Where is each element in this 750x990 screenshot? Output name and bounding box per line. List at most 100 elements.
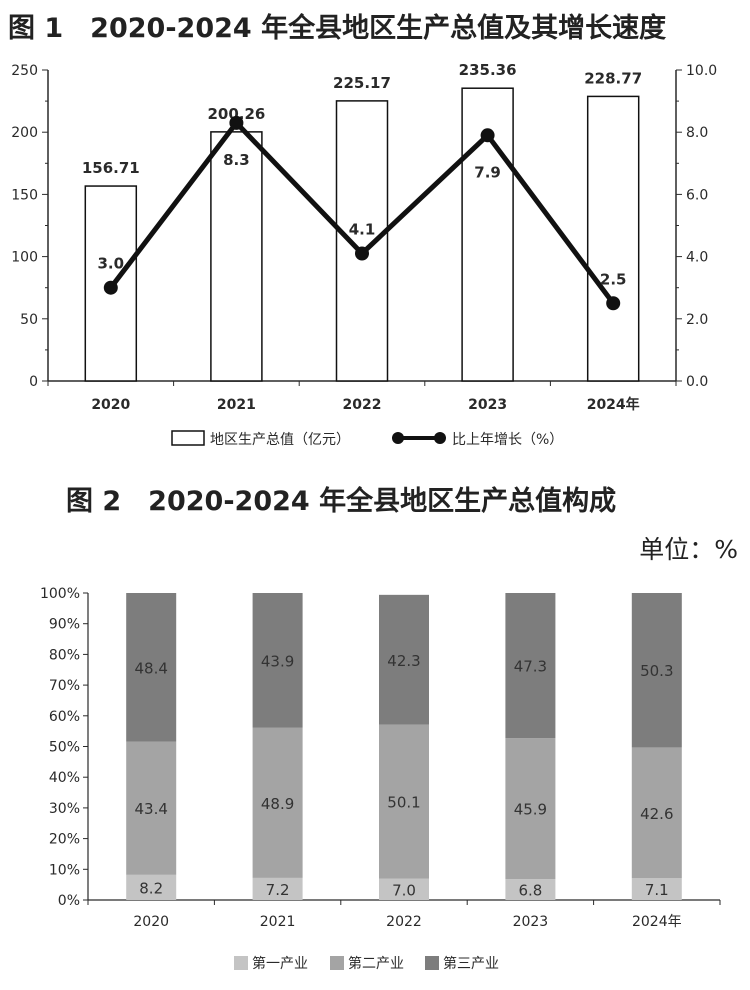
gdp-bar [586,95,640,382]
growth-point [355,246,369,261]
growth-label: 4.1 [349,220,376,238]
gdp-bar-label: 225.17 [333,74,391,92]
tertiary-industry-segment [505,593,556,739]
legend-bar-label: 地区生产总值（亿元） [210,432,350,448]
legend-tertiary-label: 第三产业 [443,955,499,972]
right-tick-label: 4.0 [686,250,708,266]
y-tick-label: 100% [40,586,80,602]
legend-secondary-label: 第二产业 [348,955,404,972]
legend-line-label: 比上年增长（%） [452,432,563,448]
tertiary-industry-segment [631,593,682,748]
legend-bar-swatch [171,430,205,446]
primary-industry-segment [631,878,682,900]
growth-label: 2.5 [600,270,627,288]
secondary-industry-segment [505,738,556,880]
growth-point [229,115,244,130]
growth-label: 7.9 [474,163,501,181]
x-tick-label: 2021 [260,914,296,930]
primary-industry-label: 7.1 [645,881,669,899]
secondary-industry-label: 43.4 [134,800,167,818]
left-tick-label: 0 [29,374,38,390]
legend-primary-label: 第一产业 [252,955,308,972]
x-tick-label: 2022 [386,914,422,930]
secondary-industry-label: 48.9 [261,795,294,813]
primary-industry-label: 6.8 [518,882,542,900]
figure1-legend: 地区生产总值（亿元） 比上年增长（%） [171,430,563,448]
growth-label: 8.3 [223,151,250,169]
x-tick-label: 2020 [133,914,169,930]
figure2-legend: 第一产业 第二产业 第三产业 [234,955,499,972]
growth-point [103,280,118,295]
tertiary-industry-segment [252,593,303,728]
secondary-industry-label: 42.6 [640,805,673,823]
y-tick-label: 30% [49,801,80,817]
figure2-plot: 0% 10% 20% 30% 40% 50% 60% 70% 80% 90% 100% 2020 202… [40,586,721,930]
primary-industry-label: 8.2 [139,879,163,897]
secondary-industry-label: 45.9 [514,801,547,819]
secondary-industry-segment [379,724,429,879]
figure2-title: 图 2 2020-2024 年全县地区生产总值构成 [66,485,616,517]
legend-secondary-swatch [330,956,344,970]
y-tick-label: 40% [49,770,80,786]
y-tick-label: 60% [49,709,80,725]
primary-industry-segment [505,879,556,900]
left-tick-label: 150 [11,187,38,203]
y-tick-label: 20% [49,832,80,848]
growth-point [480,128,495,143]
x-tick-label: 2023 [513,914,549,930]
primary-industry-label: 7.0 [392,881,416,899]
legend-line-marker-right [434,432,446,444]
right-tick-label: 8.0 [686,125,708,141]
gdp-bar-label: 156.71 [82,159,140,177]
growth-label: 3.0 [98,255,125,273]
left-tick-label: 200 [11,125,38,141]
figure1-title: 图 1 2020-2024 年全县地区生产总值及其增长速度 [8,12,666,44]
y-tick-label: 90% [49,617,80,633]
tertiary-industry-segment [126,593,177,742]
tertiary-industry-label: 47.3 [514,658,547,676]
left-tick-label: 100 [11,250,38,266]
y-tick-label: 0% [58,893,80,909]
legend-tertiary-swatch [425,956,439,970]
x-tick-label: 2020 [91,397,130,413]
right-tick-label: 0.0 [686,374,708,390]
right-tick-label: 6.0 [686,187,708,203]
x-tick-label: 2023 [468,397,507,413]
y-tick-label: 50% [49,740,80,756]
growth-point [606,296,621,311]
figure2-unit: 单位：% [639,535,738,564]
legend-line-marker-left [392,432,404,444]
primary-industry-segment [252,877,303,900]
secondary-industry-label: 50.1 [387,794,420,812]
gdp-bar-label: 228.77 [584,69,642,87]
y-tick-label: 80% [49,647,80,663]
legend-primary-swatch [234,956,248,970]
primary-industry-segment [126,874,177,900]
gdp-bar-label: 200.26 [207,105,265,123]
y-tick-label: 10% [49,862,80,878]
tertiary-industry-segment [379,594,429,725]
x-tick-label: 2022 [343,397,382,413]
x-tick-label: 2021 [217,397,256,413]
x-tick-label: 2024年 [587,396,640,413]
right-tick-label: 2.0 [686,312,708,328]
right-tick-label: 10.0 [686,63,717,79]
left-tick-label: 250 [11,63,38,79]
tertiary-industry-label: 48.4 [134,659,167,677]
secondary-industry-segment [252,727,303,878]
secondary-industry-segment [126,741,177,875]
primary-industry-label: 7.2 [266,881,290,899]
x-tick-label: 2024年 [632,914,682,930]
left-tick-label: 50 [20,312,38,328]
gdp-bar-label: 235.36 [459,61,517,79]
tertiary-industry-label: 42.3 [387,652,420,670]
primary-industry-segment [379,878,429,900]
figure1-plot: 0 50 100 150 200 250 0.0 2.0 4.0 6.0 8.0 10.0 2020 20… [11,61,717,413]
gdp-bar [210,131,263,382]
secondary-industry-segment [631,747,682,879]
tertiary-industry-label: 50.3 [640,662,673,680]
tertiary-industry-label: 43.9 [261,652,294,670]
y-tick-label: 70% [49,678,80,694]
